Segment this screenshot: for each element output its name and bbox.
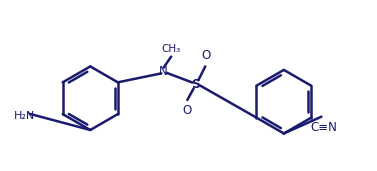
- Text: S: S: [192, 78, 201, 91]
- Text: O: O: [182, 104, 192, 117]
- Text: H₂N: H₂N: [14, 111, 35, 121]
- Text: N: N: [159, 65, 168, 78]
- Text: C≡N: C≡N: [311, 121, 338, 134]
- Text: CH₃: CH₃: [161, 44, 181, 54]
- Text: O: O: [201, 49, 210, 62]
